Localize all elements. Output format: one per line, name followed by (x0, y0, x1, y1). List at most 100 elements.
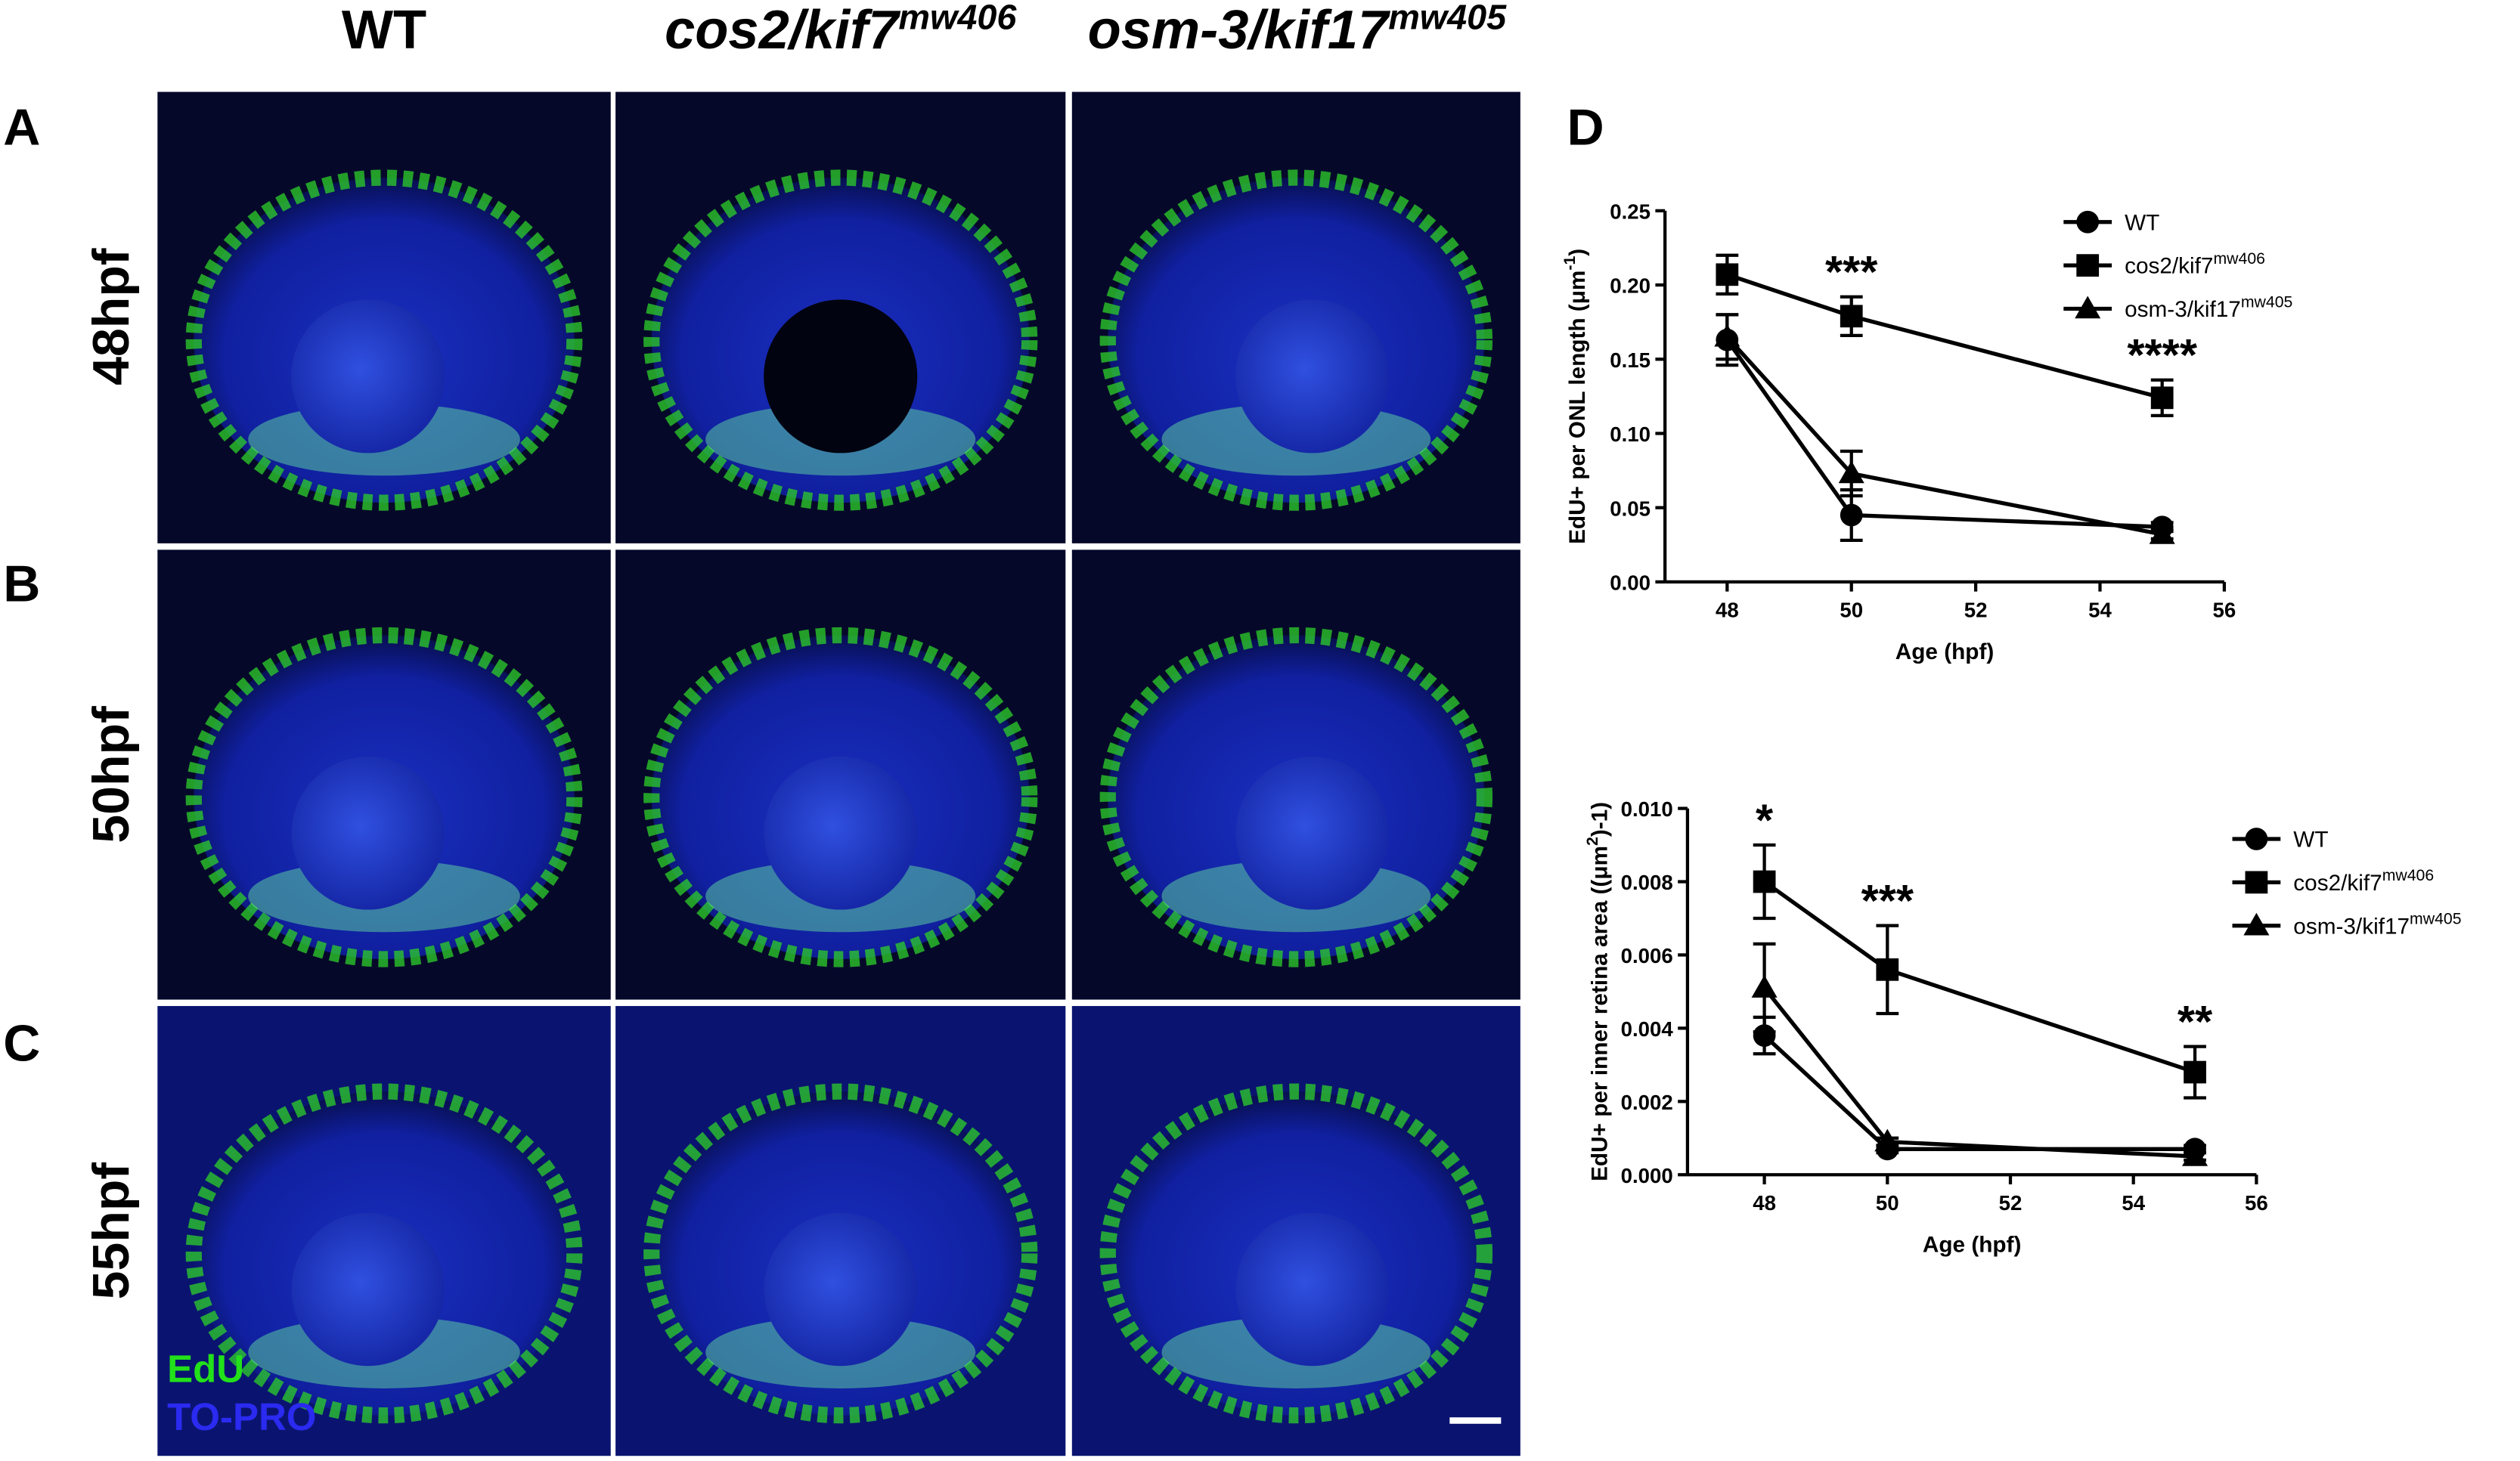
legend-name: cos2/kif7 (2125, 254, 2213, 279)
point (1874, 1128, 1901, 1152)
y-tick-label: 0.20 (1610, 274, 1651, 298)
panel-letter: B (3, 555, 40, 612)
header-sup: mw405 (1388, 0, 1507, 37)
y-axis-title-text: EdU+ per inner retina area ((μm (1588, 846, 1613, 1181)
legend-sup: mw405 (2241, 293, 2293, 311)
row-label: 55hpf (82, 1162, 140, 1300)
column-header: cos2/kif7mw406 (665, 0, 1017, 60)
point (1753, 1024, 1776, 1047)
legend-label: osm-3/kif17mw405 (2293, 910, 2461, 939)
y-tick-label: 0.00 (1610, 571, 1651, 595)
stain-label: TO-PRO (167, 1395, 316, 1438)
y-axis-title-tail: )-1) (1588, 802, 1613, 837)
legend-label: WT (2293, 828, 2328, 853)
legend-label: cos2/kif7mw406 (2125, 249, 2265, 279)
lens (1235, 1212, 1389, 1367)
header-sup: mw406 (898, 0, 1017, 37)
point (1876, 958, 1899, 981)
lens (1235, 299, 1390, 453)
legend-sup: mw406 (2213, 249, 2265, 268)
x-axis-title: Age (hpf) (1895, 639, 1995, 664)
point (1840, 305, 1863, 328)
legend-name: cos2/kif7 (2293, 871, 2382, 896)
y-tick-label: 0.002 (1621, 1091, 1673, 1114)
point (1840, 503, 1863, 527)
panel-letter: D (1567, 99, 1604, 156)
significance: *** (1825, 246, 1878, 297)
x-tick-label: 54 (2088, 599, 2112, 622)
point (1751, 975, 1778, 998)
series-line (1726, 272, 2163, 400)
y-axis-title-sup: -1 (1561, 256, 1579, 271)
point (2184, 1060, 2206, 1084)
x-tick-label: 56 (2245, 1191, 2268, 1215)
x-tick-label: 50 (1840, 599, 1863, 622)
header-text: cos2/kif7 (665, 0, 901, 60)
x-tick-label: 48 (1716, 599, 1739, 622)
lens (291, 299, 445, 453)
lens (1235, 757, 1389, 910)
series-line (1725, 336, 2163, 537)
lens (764, 757, 917, 910)
legend-name: WT (2293, 828, 2328, 853)
point (2076, 254, 2100, 277)
point (2075, 296, 2101, 319)
lens (764, 1212, 917, 1367)
legend-name: osm-3/kif17 (2125, 297, 2241, 322)
y-axis-title: EdU+ per inner retina area ((μm2)-1) (1583, 802, 1613, 1181)
point (1753, 870, 1776, 893)
y-tick-label: 0.010 (1621, 797, 1673, 821)
y-axis-title-tail: ) (1565, 249, 1590, 256)
point (1714, 323, 1740, 347)
lens (764, 299, 918, 453)
x-tick-label: 54 (2122, 1191, 2145, 1215)
micrographs: EdU TO-PRO (157, 91, 1520, 1456)
legend-sup: mw405 (2410, 910, 2462, 928)
legend-label: cos2/kif7mw406 (2293, 866, 2434, 896)
y-tick-label: 0.10 (1610, 423, 1651, 446)
series-line (1725, 339, 2162, 529)
x-tick-label: 52 (1999, 1191, 2023, 1215)
point (2150, 386, 2174, 410)
panel-letter: C (3, 1014, 40, 1072)
legend-sup: mw406 (2382, 866, 2435, 884)
point (2243, 912, 2270, 936)
significance: * (1756, 794, 1774, 845)
y-tick-label: 0.006 (1621, 944, 1673, 967)
point (1716, 263, 1739, 286)
y-tick-label: 0.25 (1610, 200, 1651, 223)
y-axis-title-text: EdU+ per ONL length (μm (1565, 271, 1590, 544)
point (2076, 210, 2100, 234)
row-label: 50hpf (82, 706, 140, 843)
y-tick-label: 0.05 (1610, 497, 1651, 520)
legend-name: osm-3/kif17 (2293, 914, 2410, 939)
column-header: WT (342, 0, 426, 60)
x-tick-label: 52 (1964, 599, 1988, 622)
header-text: osm-3/kif17 (1088, 0, 1391, 60)
series-line (1762, 986, 2196, 1159)
legend-name: WT (2125, 210, 2159, 235)
x-tick-label: 50 (1876, 1191, 1899, 1215)
x-tick-label: 48 (1753, 1191, 1776, 1215)
x-axis-title: Age (hpf) (1923, 1232, 2022, 1257)
legend-label: osm-3/kif17mw405 (2125, 293, 2292, 322)
stain-label: EdU (167, 1347, 244, 1390)
point (2149, 522, 2175, 544)
y-axis-title-sup: 2 (1583, 837, 1601, 846)
row-label: 48hpf (82, 248, 140, 385)
point (2245, 871, 2268, 894)
y-tick-label: 0.15 (1610, 348, 1651, 372)
y-tick-label: 0.000 (1621, 1164, 1673, 1187)
significance: ** (2177, 996, 2213, 1047)
column-header: osm-3/kif17mw405 (1088, 0, 1508, 60)
significance: *** (1861, 875, 1914, 926)
lens (291, 757, 445, 910)
y-tick-label: 0.004 (1621, 1017, 1674, 1041)
y-axis-title: EdU+ per ONL length (μm-1) (1561, 249, 1590, 544)
y-tick-label: 0.008 (1621, 871, 1673, 894)
legend-label: WT (2125, 210, 2159, 235)
x-tick-label: 56 (2213, 599, 2236, 622)
panel-letter: A (3, 99, 40, 156)
point (2245, 828, 2268, 850)
